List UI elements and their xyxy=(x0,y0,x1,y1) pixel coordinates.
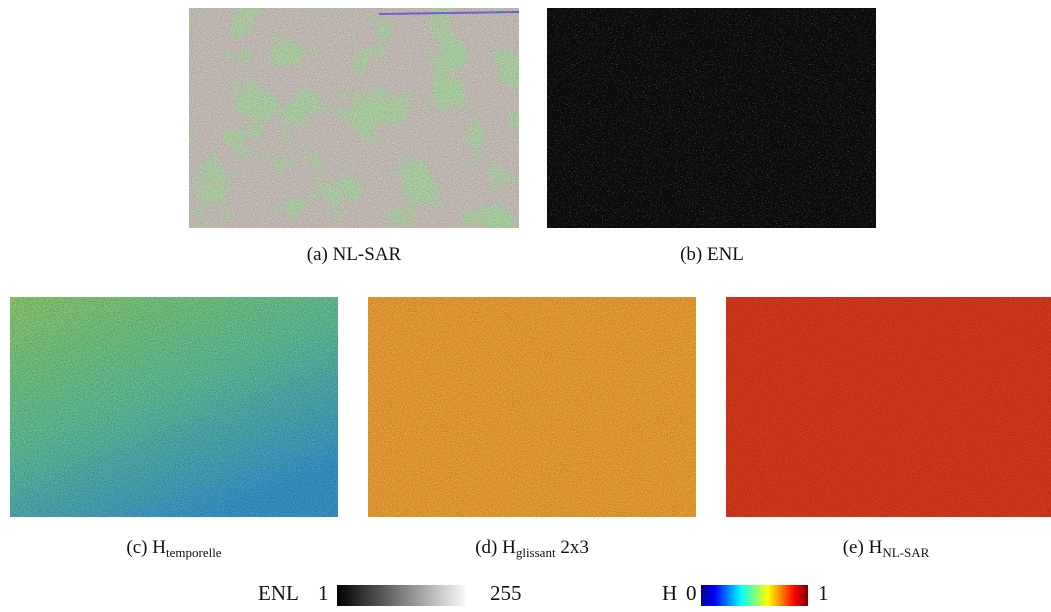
caption: (c) Htemporelle xyxy=(126,537,221,561)
colorbar-min: 0 xyxy=(686,581,697,605)
caption: (a) NL-SAR xyxy=(307,244,401,266)
caption-subscript: temporelle xyxy=(165,545,222,560)
caption: (b) ENL xyxy=(680,244,744,266)
caption-subscript: glissant xyxy=(515,545,556,560)
colorbar-max: 255 xyxy=(490,581,522,605)
caption-label: (c) xyxy=(126,537,148,558)
colorbar-max: 1 xyxy=(818,581,829,605)
colorbar-label: ENL xyxy=(258,581,299,605)
caption-text: H xyxy=(868,537,883,558)
image-h-glissant xyxy=(368,297,696,517)
image-nl-sar xyxy=(189,8,519,228)
colorbar-gray xyxy=(337,585,468,606)
caption-label: (a) xyxy=(306,244,328,265)
caption-label: (d) xyxy=(475,537,498,558)
caption-text: H xyxy=(152,537,166,558)
image-h-nl-sar xyxy=(726,297,1051,517)
colorbar-label: H xyxy=(662,581,678,605)
caption: (e) HNL-SAR xyxy=(843,537,930,561)
colorbar-min: 1 xyxy=(318,581,329,605)
caption-label: (e) xyxy=(842,537,864,558)
caption-subscript: NL-SAR xyxy=(882,545,930,560)
caption-text: H xyxy=(502,537,516,558)
caption-label: (b) xyxy=(680,244,703,265)
colorbar-jet xyxy=(701,585,808,606)
caption-suffix: 2x3 xyxy=(560,537,589,558)
image-enl xyxy=(547,8,876,228)
caption-text: ENL xyxy=(706,244,744,265)
image-h-temporelle xyxy=(10,297,338,517)
caption-text: NL-SAR xyxy=(332,244,402,265)
caption: (d) Hglissant 2x3 xyxy=(475,537,589,561)
